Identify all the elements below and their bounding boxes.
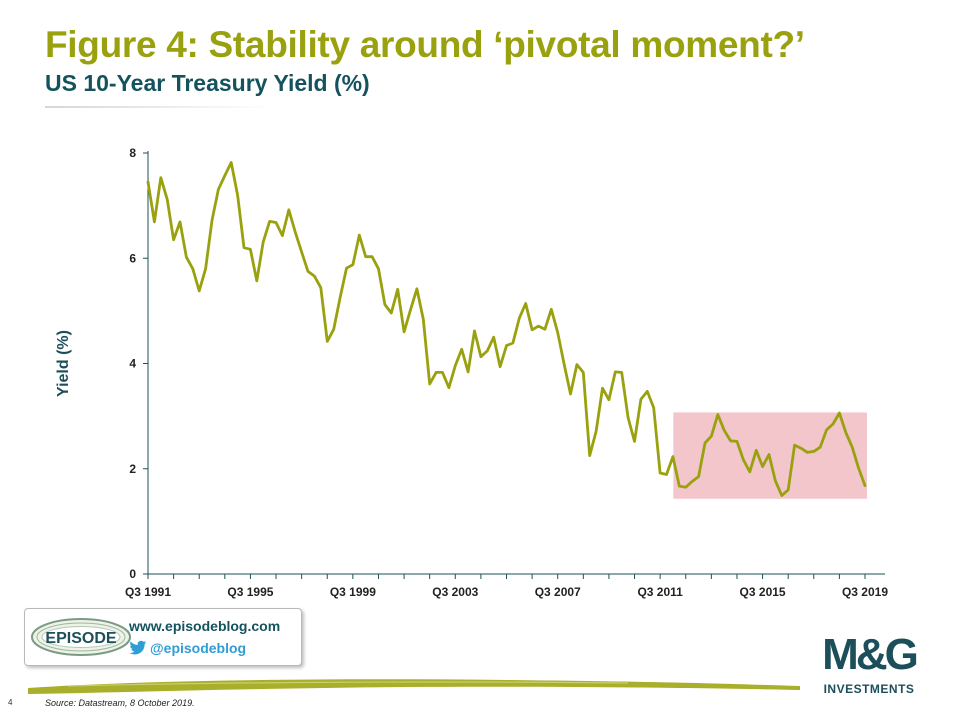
y-tick-label: 6 (129, 251, 136, 265)
y-axis-label-layer: Yield (%) (55, 330, 72, 397)
episode-url-link[interactable]: www.episodeblog.com (129, 618, 281, 634)
title-divider (45, 106, 275, 108)
episode-logo-text: EPISODE (45, 630, 116, 647)
page-subtitle: US 10-Year Treasury Yield (%) (45, 70, 370, 96)
series-layer (146, 161, 867, 498)
x-tick-label: Q3 2003 (432, 585, 478, 599)
episode-blog-badge[interactable]: EPISODE www.episodeblog.com @episodeblog (24, 608, 302, 666)
footer-brush-stroke (28, 679, 800, 694)
y-axis-label: Yield (%) (55, 330, 72, 397)
mg-logo-mark: M&G (822, 630, 919, 679)
y-tick-label: 2 (129, 462, 136, 476)
page-number: 4 (8, 698, 13, 707)
episode-twitter-handle[interactable]: @episodeblog (150, 640, 247, 656)
x-tick-label: Q3 2015 (740, 585, 786, 599)
x-tick-label: Q3 1995 (227, 585, 273, 599)
twitter-icon (129, 640, 147, 655)
x-tick-label: Q3 1999 (330, 585, 376, 599)
y-tick-label: 0 (129, 567, 136, 581)
episode-logo: EPISODE (31, 618, 131, 656)
episode-twitter-row[interactable]: @episodeblog (129, 639, 246, 657)
axes-layer: 0 2 4 6 8 Q3 1991 Q3 1995 Q3 1999 Q3 2003 Q3 2007… (125, 146, 888, 599)
series-line (146, 161, 867, 498)
y-tick-label: 4 (129, 357, 136, 371)
x-tick-label: Q3 1991 (125, 585, 171, 599)
page-title: Figure 4: Stability around ‘pivotal mome… (45, 24, 805, 65)
yield-line-chart: 0 2 4 6 8 Q3 1991 Q3 1995 Q3 1999 Q3 2003 Q3 2007… (55, 146, 888, 599)
x-tick-label: Q3 2007 (535, 585, 581, 599)
x-tick-label: Q3 2019 (842, 585, 888, 599)
source-note: Source: Datastream, 8 October 2019. (45, 698, 195, 708)
y-tick-label: 8 (129, 146, 136, 160)
mg-investments-logo: M&G INVESTMENTS (810, 630, 928, 700)
mg-logo-subtext: INVESTMENTS (823, 682, 915, 696)
x-tick-label: Q3 2011 (637, 585, 683, 599)
